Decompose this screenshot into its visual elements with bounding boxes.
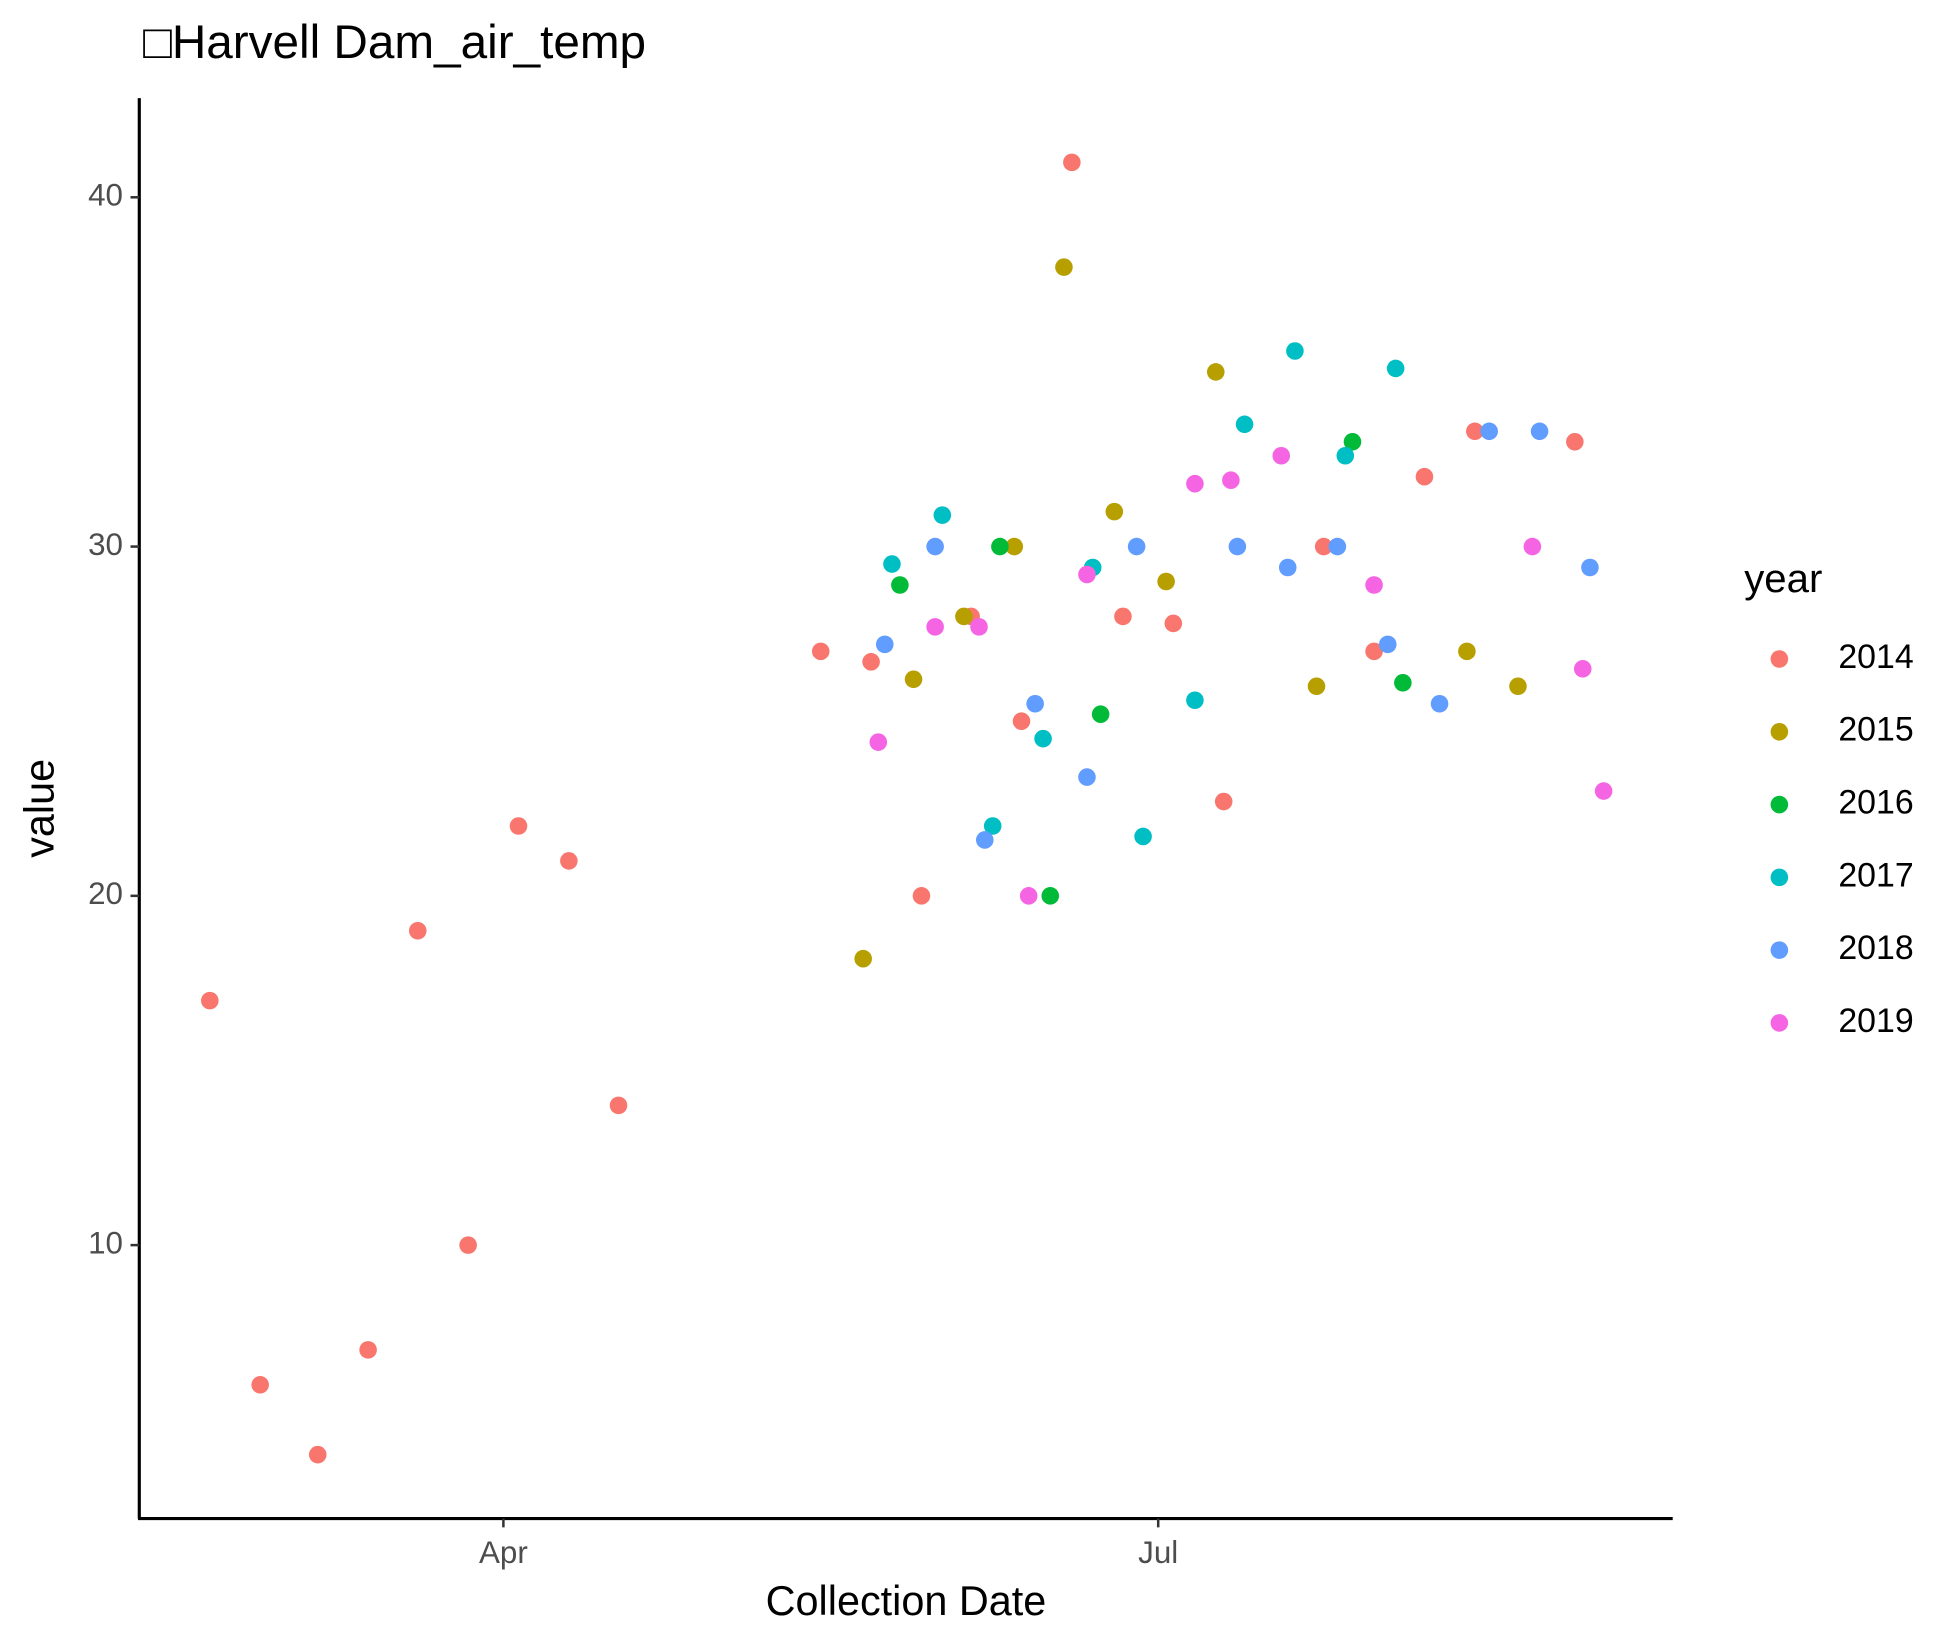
point bbox=[560, 852, 578, 870]
legend-marker bbox=[1770, 941, 1789, 959]
point bbox=[1480, 422, 1498, 441]
point bbox=[1041, 887, 1060, 905]
point bbox=[1466, 422, 1484, 441]
y-tick-label: 40 bbox=[88, 178, 123, 213]
point bbox=[1328, 537, 1347, 556]
legend-marker bbox=[1770, 723, 1789, 741]
point bbox=[1206, 363, 1225, 381]
y-axis-label: value bbox=[17, 759, 63, 858]
y-tick-label: 20 bbox=[88, 876, 123, 911]
point bbox=[983, 817, 1002, 835]
point bbox=[1286, 342, 1304, 360]
x-tick-label: Jul bbox=[1138, 1535, 1178, 1570]
legend-label: 2017 bbox=[1838, 856, 1913, 894]
point bbox=[1026, 694, 1044, 713]
point bbox=[1523, 537, 1542, 556]
point bbox=[869, 733, 888, 751]
point bbox=[1134, 827, 1152, 846]
point bbox=[1012, 712, 1031, 730]
point bbox=[1272, 446, 1291, 465]
point bbox=[1034, 729, 1052, 748]
point bbox=[1078, 565, 1096, 584]
point bbox=[811, 642, 830, 661]
point bbox=[854, 949, 872, 968]
point bbox=[862, 653, 880, 671]
point bbox=[509, 817, 528, 835]
point bbox=[955, 607, 973, 626]
point bbox=[1019, 887, 1038, 905]
legend-marker bbox=[1770, 868, 1789, 887]
point bbox=[1005, 537, 1024, 556]
legend-marker bbox=[1770, 795, 1789, 814]
point bbox=[201, 991, 219, 1010]
point bbox=[1091, 705, 1110, 723]
point bbox=[1164, 614, 1183, 633]
point bbox=[1186, 691, 1204, 710]
point bbox=[1343, 433, 1362, 451]
point bbox=[1055, 258, 1073, 276]
point bbox=[359, 1341, 377, 1359]
point bbox=[1078, 768, 1096, 786]
point bbox=[1509, 677, 1527, 696]
point bbox=[1394, 673, 1412, 692]
point bbox=[1314, 537, 1333, 556]
point bbox=[1127, 537, 1146, 556]
point bbox=[1365, 576, 1383, 594]
point bbox=[883, 555, 901, 573]
point bbox=[976, 831, 994, 849]
point bbox=[1235, 415, 1254, 434]
point bbox=[609, 1096, 628, 1115]
point bbox=[1105, 502, 1124, 521]
point bbox=[933, 506, 952, 524]
x-tick-label: Apr bbox=[479, 1535, 528, 1570]
point bbox=[926, 537, 944, 556]
point bbox=[991, 537, 1009, 556]
legend-label: 2015 bbox=[1838, 711, 1913, 749]
legend-label: 2019 bbox=[1838, 1002, 1913, 1040]
chart-title: □Harvell Dam_air_temp bbox=[143, 16, 646, 69]
point bbox=[1594, 782, 1613, 800]
y-tick-label: 10 bbox=[88, 1225, 123, 1260]
point bbox=[970, 618, 988, 636]
point bbox=[1430, 694, 1449, 713]
point bbox=[1307, 677, 1326, 696]
point bbox=[1458, 642, 1476, 661]
legend-label: 2016 bbox=[1838, 784, 1913, 822]
x-axis-label: Collection Date bbox=[766, 1578, 1047, 1624]
point bbox=[1214, 792, 1233, 811]
point bbox=[1278, 558, 1297, 577]
point bbox=[1573, 660, 1592, 678]
point bbox=[459, 1236, 477, 1254]
point bbox=[1378, 635, 1397, 654]
point bbox=[904, 670, 923, 689]
point bbox=[1415, 467, 1434, 486]
point bbox=[891, 576, 909, 594]
point bbox=[926, 618, 944, 636]
point bbox=[1336, 446, 1355, 465]
point bbox=[1386, 359, 1405, 378]
point bbox=[912, 887, 931, 905]
y-tick-label: 30 bbox=[88, 527, 123, 562]
legend-label: 2018 bbox=[1838, 929, 1913, 967]
legend-marker bbox=[1770, 650, 1789, 668]
legend-title: year bbox=[1744, 556, 1822, 601]
point bbox=[1581, 558, 1599, 577]
point bbox=[1566, 433, 1584, 451]
legend-label: 2014 bbox=[1838, 638, 1913, 676]
point bbox=[1063, 153, 1081, 172]
point bbox=[1186, 474, 1204, 493]
point bbox=[875, 635, 894, 654]
point bbox=[1157, 572, 1175, 591]
point bbox=[1222, 471, 1240, 489]
point bbox=[308, 1445, 327, 1464]
point bbox=[1114, 607, 1132, 626]
point bbox=[251, 1376, 269, 1394]
point bbox=[1228, 537, 1247, 556]
legend-marker bbox=[1770, 1014, 1789, 1032]
point bbox=[1365, 642, 1383, 661]
point bbox=[408, 921, 427, 940]
point bbox=[1530, 422, 1549, 441]
